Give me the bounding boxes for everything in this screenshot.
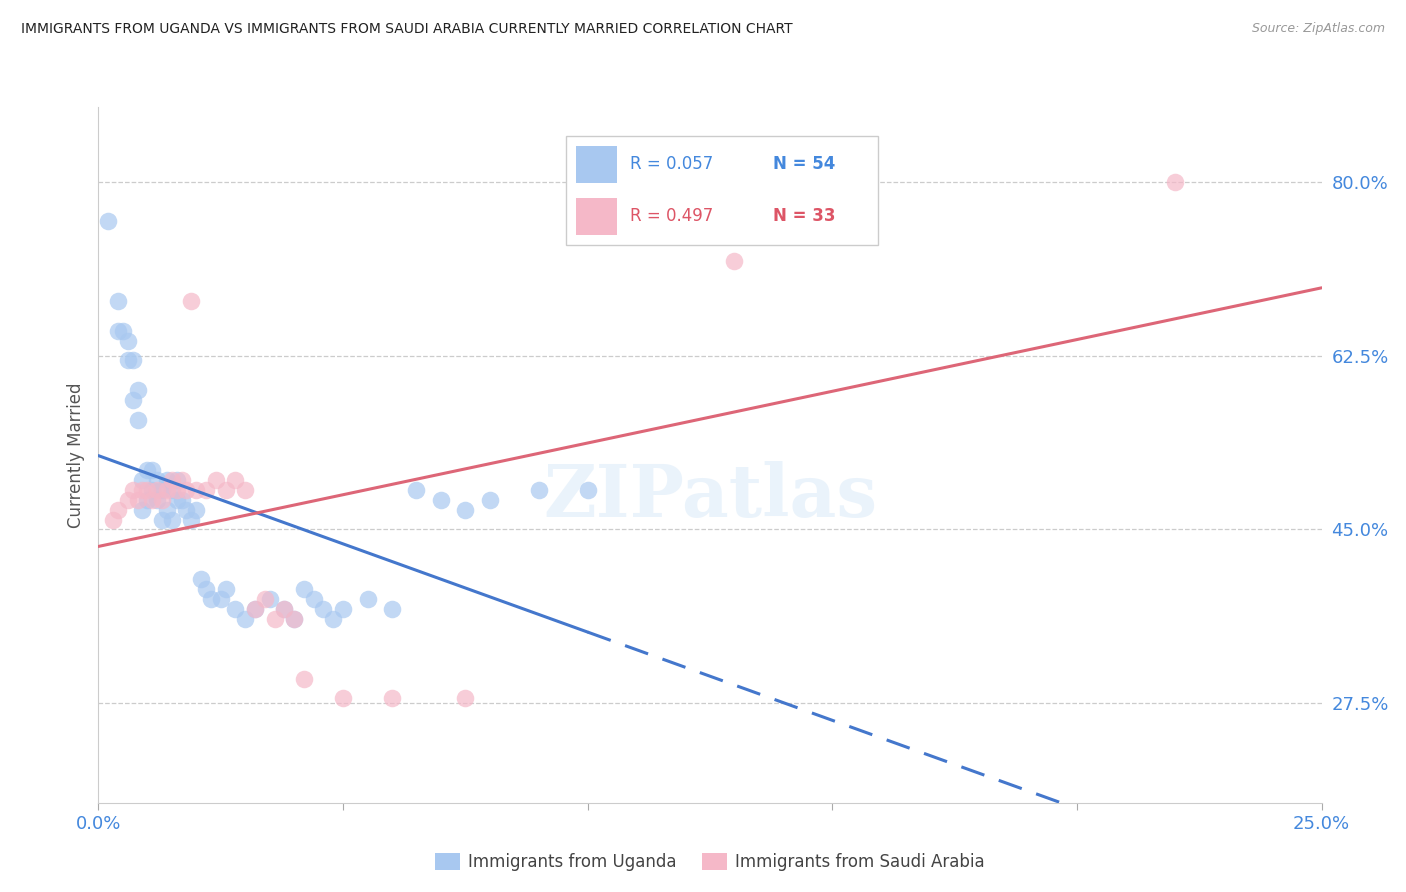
Point [97,214,120,228]
Point [150,512,173,526]
Point [478,492,501,507]
Point [283,612,305,626]
Text: N = 54: N = 54 [773,155,835,173]
Point [176,502,198,516]
Point [1164,175,1187,189]
Point [273,602,295,616]
Point [170,473,193,487]
Y-axis label: Currently Married: Currently Married [66,382,84,528]
FancyBboxPatch shape [576,146,617,183]
Point [156,502,179,516]
Point [117,353,139,368]
Point [117,334,139,348]
Point [121,483,143,497]
Point [127,492,149,507]
Text: R = 0.057: R = 0.057 [630,155,713,173]
Point [243,602,266,616]
Point [146,492,169,507]
Point [233,483,256,497]
Point [283,612,305,626]
Text: Source: ZipAtlas.com: Source: ZipAtlas.com [1251,22,1385,36]
Point [107,293,129,308]
Point [136,492,159,507]
Point [430,492,453,507]
Point [101,512,124,526]
Point [180,512,202,526]
Point [454,502,477,516]
Point [253,592,276,607]
Point [150,492,173,507]
Point [224,602,246,616]
Point [170,492,193,507]
Point [576,483,599,497]
FancyBboxPatch shape [576,198,617,235]
Point [160,512,183,526]
Point [381,602,404,616]
Text: N = 33: N = 33 [773,207,835,225]
Point [209,592,232,607]
Point [186,483,208,497]
Point [322,612,344,626]
Point [117,492,139,507]
Point [190,572,212,586]
Point [332,602,354,616]
Point [312,602,335,616]
Point [127,413,149,427]
Point [180,293,202,308]
Point [243,602,266,616]
Point [156,483,179,497]
Text: IMMIGRANTS FROM UGANDA VS IMMIGRANTS FROM SAUDI ARABIA CURRENTLY MARRIED CORRELA: IMMIGRANTS FROM UGANDA VS IMMIGRANTS FRO… [21,22,793,37]
Point [141,492,163,507]
Point [454,691,477,706]
Point [166,473,188,487]
Point [141,463,163,477]
Point [302,592,325,607]
Point [273,602,295,616]
Text: ZIPatlas: ZIPatlas [543,461,877,533]
Text: R = 0.497: R = 0.497 [630,207,713,225]
Point [131,502,153,516]
Point [214,582,236,596]
Point [381,691,404,706]
Point [136,483,159,497]
Point [527,483,550,497]
Point [259,592,281,607]
Point [160,473,183,487]
Point [111,324,134,338]
Point [146,473,169,487]
Point [107,502,129,516]
Point [166,492,188,507]
FancyBboxPatch shape [567,136,879,245]
Point [160,483,183,497]
Point [166,483,188,497]
Point [205,473,228,487]
Point [146,483,169,497]
Point [224,473,246,487]
Point [195,483,218,497]
Point [136,463,159,477]
Point [131,483,153,497]
Point [107,324,129,338]
Point [127,384,149,398]
Point [121,353,143,368]
Point [141,483,163,497]
Point [263,612,285,626]
Point [121,393,143,408]
Point [356,592,378,607]
Legend: Immigrants from Uganda, Immigrants from Saudi Arabia: Immigrants from Uganda, Immigrants from … [429,847,991,878]
Point [723,254,745,268]
Point [200,592,222,607]
Point [332,691,354,706]
Point [176,483,198,497]
Point [156,473,179,487]
Point [292,672,315,686]
Point [292,582,315,596]
Point [150,483,173,497]
Point [233,612,256,626]
Point [195,582,218,596]
Point [214,483,236,497]
Point [405,483,427,497]
Point [186,502,208,516]
Point [131,473,153,487]
